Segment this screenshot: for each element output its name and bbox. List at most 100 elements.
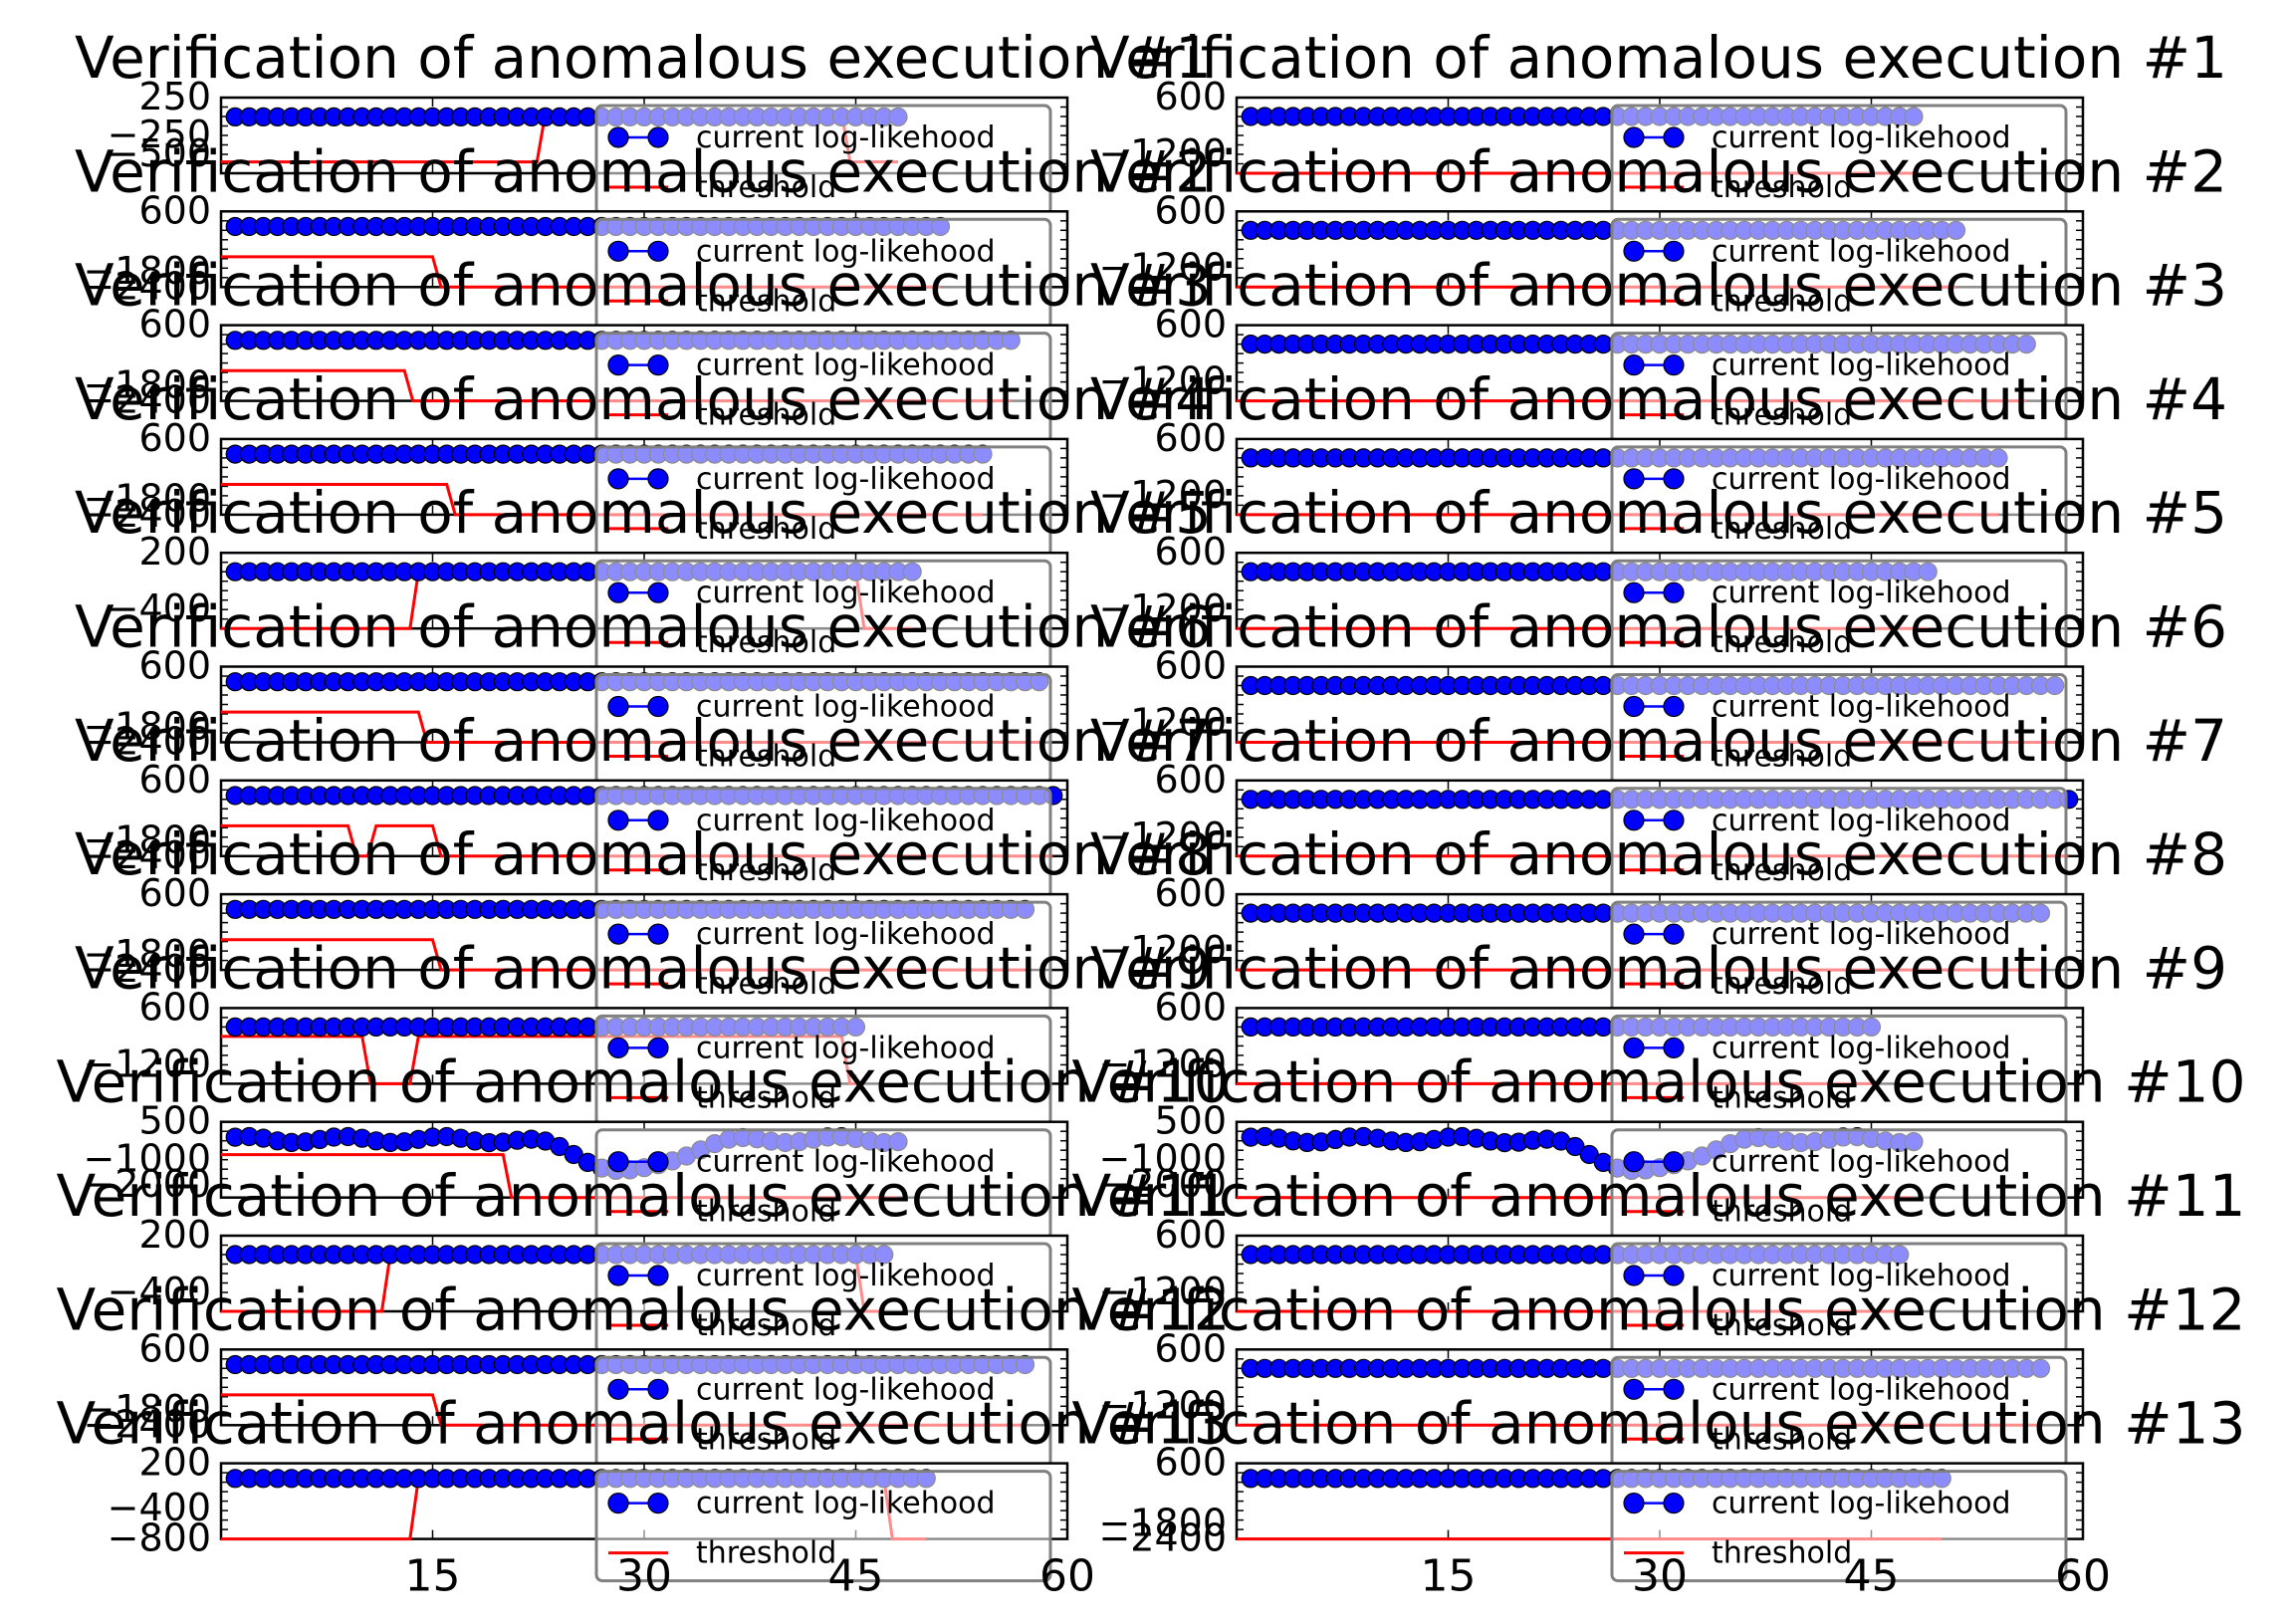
- legend-label-threshold: threshold: [696, 1195, 836, 1230]
- legend-loglik-marker-icon: [647, 1151, 669, 1173]
- legend: current log-likehood threshold: [594, 559, 1052, 672]
- y-tick-label: 600: [138, 644, 211, 688]
- y-tick-label: 600: [1154, 871, 1227, 915]
- subplot-title: Verification of anomalous execution #7: [1090, 707, 2227, 775]
- legend-loglik-marker-icon: [647, 695, 669, 718]
- legend-loglik-marker-icon: [607, 240, 629, 262]
- y-tick-label: −2400: [1098, 1516, 1227, 1560]
- y-tick-label: −1800: [83, 1387, 211, 1431]
- subplot-title: Verification of anomalous execution #9: [1090, 934, 2227, 1002]
- x-tick-label: 60: [2055, 1551, 2111, 1602]
- y-tick-label: 600: [1154, 1326, 1227, 1370]
- legend-label-loglik: current log-likehood: [696, 462, 996, 497]
- legend-loglik-marker-icon: [647, 126, 669, 148]
- legend-label-threshold: threshold: [696, 1308, 836, 1343]
- legend-label-threshold: threshold: [1712, 1536, 1852, 1571]
- legend-box: [594, 1470, 1052, 1583]
- legend-label-loglik: current log-likehood: [1712, 120, 2011, 155]
- legend-loglik-marker-icon: [1663, 1378, 1685, 1400]
- legend-loglik-marker-icon: [647, 468, 669, 490]
- subplot: 200−400 current log-likehoodthresholdVeri…: [57, 1162, 1230, 1355]
- subplot-title: Verification of anomalous execution #1: [75, 24, 1212, 92]
- legend-label-threshold: threshold: [1712, 1195, 1852, 1230]
- legend-label-threshold: threshold: [1712, 398, 1852, 433]
- legend-loglik-marker-icon: [1623, 126, 1645, 148]
- y-tick-label: −1800: [83, 249, 211, 293]
- threshold-line: [221, 823, 1053, 858]
- legend-label-loglik: current log-likehood: [1712, 1031, 2011, 1065]
- legend: current log-likehood threshold: [594, 900, 1052, 1014]
- y-tick-label: −2400: [83, 1402, 211, 1446]
- y-tick-label: −1000: [83, 1137, 211, 1181]
- y-tick-label: −1800: [83, 932, 211, 976]
- legend-label-loglik: current log-likehood: [1712, 1145, 2011, 1180]
- y-tick-label: −1800: [83, 704, 211, 748]
- y-tick-label: −2400: [83, 264, 211, 308]
- y-tick-label: 200: [138, 530, 211, 574]
- subplot: 600 −1800−2400 current log-likehoodthresho…: [75, 137, 1212, 331]
- subplot: 600−1200 current log-likehoodthresholdVer…: [1090, 707, 2227, 900]
- legend: current log-likehood threshold: [1610, 1242, 2068, 1355]
- legend-label-threshold: threshold: [1712, 1080, 1852, 1115]
- legend-label-threshold: threshold: [696, 1422, 836, 1457]
- legend-loglik-marker-icon: [647, 1265, 669, 1286]
- subplot: 600−1200 current log-likehoodthresholdVer…: [75, 934, 1212, 1127]
- y-tick-label: 600: [1154, 530, 1227, 574]
- y-tick-label: −500: [108, 131, 211, 175]
- legend-loglik-marker-icon: [1663, 1037, 1685, 1059]
- legend-loglik-marker-icon: [647, 240, 669, 262]
- subplot-title: Verification of anomalous execution #1: [1090, 24, 2227, 92]
- y-tick-label: −250: [108, 113, 211, 156]
- legend-box: [1610, 1470, 2068, 1583]
- legend-loglik-marker-icon: [1623, 354, 1645, 376]
- subplot-title: Verification of anomalous execution #12: [57, 1276, 1231, 1343]
- subplot-title: Verification of anomalous execution #13: [57, 1390, 1231, 1458]
- y-tick-label: −400: [108, 1486, 211, 1529]
- legend-loglik-marker-icon: [1623, 468, 1645, 490]
- legend-loglik-marker-icon: [607, 468, 629, 490]
- subplot: 600−1200 current log-likehoodthresholdVer…: [1090, 365, 2227, 559]
- y-tick-label: 600: [138, 1326, 211, 1370]
- x-tick-label: 60: [1039, 1551, 1095, 1602]
- legend: current log-likehood threshold: [1610, 673, 2068, 786]
- subplot-title: Verification of anomalous execution #6: [1090, 593, 2227, 661]
- legend-loglik-marker-icon: [1623, 240, 1645, 262]
- subplot-title: Verification of anomalous execution #9: [75, 934, 1212, 1002]
- legend-loglik-marker-icon: [1623, 1151, 1645, 1173]
- legend-loglik-marker-icon: [1663, 240, 1685, 262]
- legend-loglik-marker-icon: [1623, 810, 1645, 831]
- y-tick-label: −1200: [1098, 814, 1227, 858]
- legend: current log-likehood threshold: [1610, 1355, 2068, 1469]
- legend-loglik-marker-icon: [1663, 810, 1685, 831]
- subplot-title: Verification of anomalous execution #6: [75, 593, 1212, 661]
- y-tick-label: −2400: [83, 833, 211, 877]
- y-tick-label: 600: [1154, 75, 1227, 118]
- y-tick-label: −1800: [83, 477, 211, 521]
- legend-label-threshold: threshold: [696, 512, 836, 547]
- subplot-title: Verification of anomalous execution #3: [1090, 252, 2227, 320]
- subplot: 600−1200 current log-likehoodthresholdVer…: [1090, 137, 2227, 331]
- legend-loglik-marker-icon: [1623, 1265, 1645, 1286]
- legend-label-loglik: current log-likehood: [696, 1372, 996, 1407]
- legend-label-threshold: threshold: [1712, 1422, 1852, 1457]
- legend-label-threshold: threshold: [1712, 284, 1852, 319]
- y-tick-label: −2000: [83, 1162, 211, 1206]
- legend-label-threshold: threshold: [696, 740, 836, 775]
- y-tick-label: 200: [138, 1213, 211, 1257]
- legend: current log-likehood threshold: [1610, 787, 2068, 900]
- y-tick-label: −800: [108, 1516, 211, 1560]
- legend: current log-likehood threshold: [1610, 332, 2068, 445]
- legend: current log-likehood threshold: [594, 1242, 1052, 1355]
- subplot: 600−1200 current log-likehoodthresholdVer…: [1090, 593, 2227, 786]
- y-tick-label: 600: [138, 303, 211, 347]
- legend-loglik-marker-icon: [607, 1037, 629, 1059]
- legend: current log-likehood threshold: [594, 445, 1052, 559]
- legend: current log-likehood threshold: [594, 217, 1052, 331]
- y-tick-label: 600: [138, 188, 211, 232]
- legend-label-loglik: current log-likehood: [1712, 1487, 2011, 1521]
- legend-loglik-marker-icon: [1663, 354, 1685, 376]
